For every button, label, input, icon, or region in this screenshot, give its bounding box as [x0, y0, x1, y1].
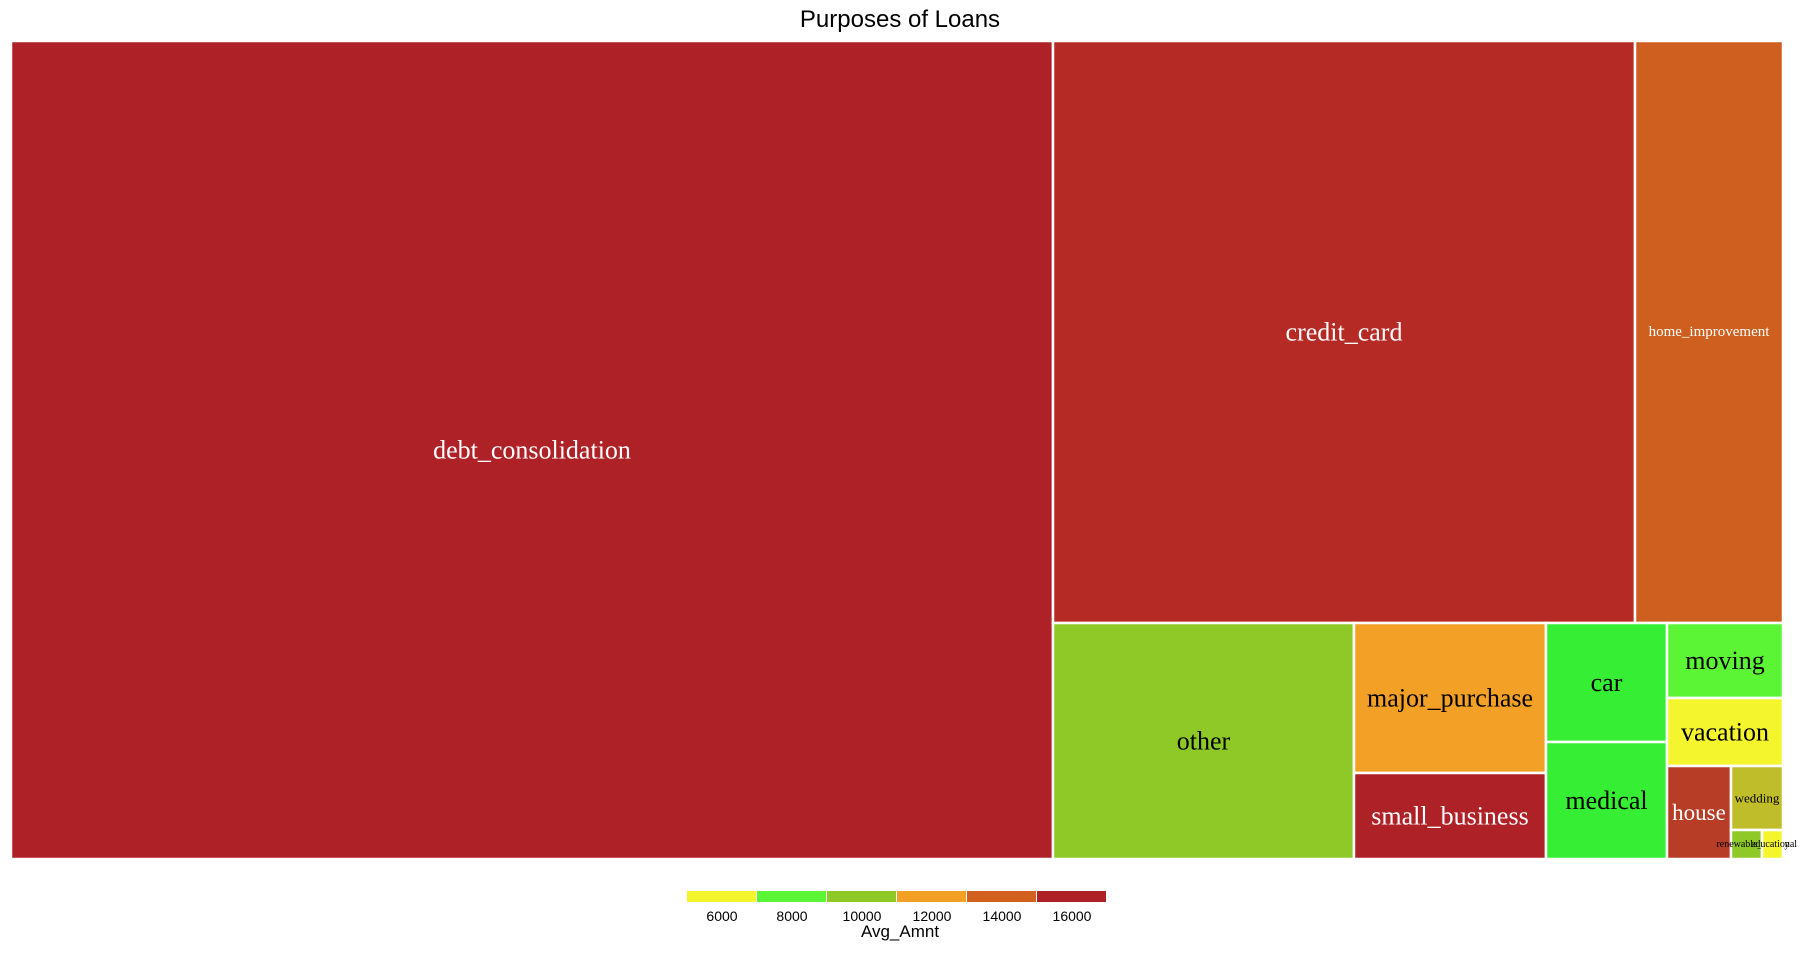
legend-swatch [687, 891, 756, 902]
legend-swatch [827, 891, 896, 902]
tile-medical [1544, 740, 1669, 861]
tile-label-credit-card: credit_card [1286, 318, 1403, 347]
tile-label-moving: moving [1685, 646, 1764, 675]
legend-swatch [897, 891, 966, 902]
chart-title: Purposes of Loans [799, 6, 1001, 33]
tile-house [1665, 764, 1733, 861]
tile-label-other: other [1177, 727, 1231, 756]
legend-swatch [967, 891, 1036, 902]
tile-educational [1760, 828, 1785, 861]
tile-debt-consolidation [9, 39, 1055, 861]
legend-swatch [757, 891, 826, 902]
legend-title: Avg_Amnt [860, 922, 940, 941]
tile-label-small-business: small_business [1371, 802, 1528, 831]
tile-label-debt-consolidation: debt_consolidation [433, 436, 631, 465]
tile-label-wedding: wedding [1735, 791, 1780, 806]
tile-home-improvement [1633, 39, 1785, 625]
tile-label-house: house [1672, 800, 1726, 825]
tile-wedding [1729, 764, 1785, 832]
tile-label-medical: medical [1565, 786, 1647, 815]
tile-other [1051, 621, 1356, 861]
tile-label-educational: educational [1751, 839, 1797, 850]
tile-label-renewable-energy: renewable_energy [1716, 839, 1789, 850]
tile-renewable-energy [1729, 828, 1764, 861]
legend-swatch [1037, 891, 1106, 902]
legend-tick-label: 16000 [1053, 908, 1092, 924]
tile-label-home-improvement: home_improvement [1649, 324, 1771, 340]
tile-label-vacation: vacation [1681, 718, 1769, 747]
legend-tick-label: 8000 [776, 908, 807, 924]
legend-tick-label: 12000 [913, 908, 952, 924]
tile-small-business [1352, 771, 1548, 861]
legend-tick-label: 10000 [843, 908, 882, 924]
tile-credit-card [1051, 39, 1637, 625]
tile-moving [1665, 621, 1785, 700]
tile-label-car: car [1591, 668, 1623, 697]
legend-tick-label: 6000 [706, 908, 737, 924]
tile-vacation [1665, 696, 1785, 768]
tile-label-major-purchase: major_purchase [1367, 684, 1533, 713]
legend-tick-label: 14000 [983, 908, 1022, 924]
